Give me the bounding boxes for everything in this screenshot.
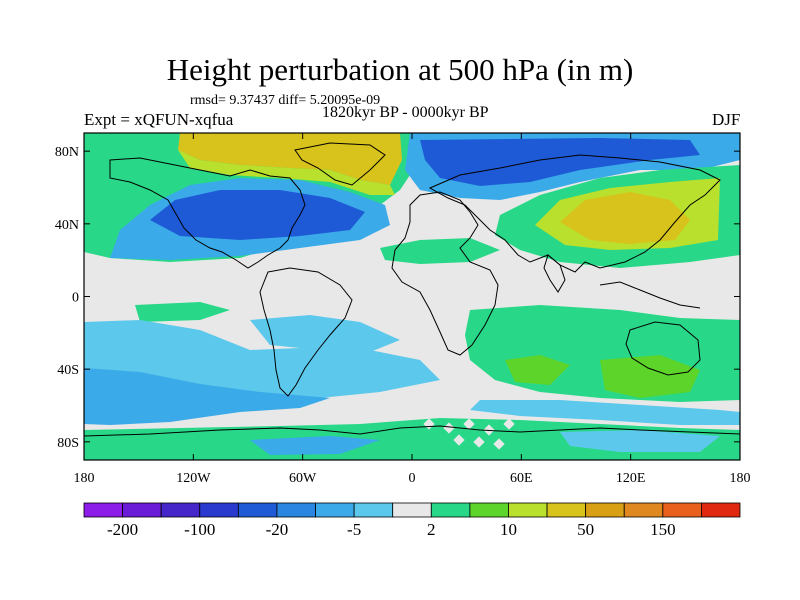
lat-tick-label: 40N	[55, 218, 79, 233]
colorbar-swatch	[276, 502, 316, 518]
lat-tick-label: 0	[72, 291, 79, 306]
anomaly-atlantic-green	[380, 238, 500, 264]
anomaly-south-pacific-core	[84, 368, 330, 425]
lon-tick-label: 180	[730, 471, 751, 486]
anomaly-greenland-positive	[178, 133, 402, 185]
anomaly-south-indian-negative	[470, 400, 740, 425]
colorbar-swatch	[199, 502, 239, 518]
plot-title: Height perturbation at 500 hPa (in m)	[166, 52, 634, 87]
anomaly-antarctic-positive	[84, 418, 740, 460]
lat-tick-label: 40S	[57, 363, 79, 378]
colorbar-swatch	[623, 502, 664, 518]
anomaly-south-atlantic-negative	[250, 315, 400, 352]
coastlines	[84, 142, 740, 437]
coast-south-america	[259, 267, 353, 397]
anomaly-tropical-green	[135, 302, 230, 322]
coast-north-america	[109, 157, 306, 269]
lon-tick-label: 120W	[176, 471, 211, 486]
colorbar-swatch	[392, 502, 432, 518]
anomaly-north-america-core	[150, 190, 365, 240]
lon-tick-label: 60W	[289, 471, 317, 486]
coast-eurasia	[428, 154, 721, 273]
antarctic-speckle	[423, 418, 515, 450]
season-label: DJF	[712, 110, 741, 129]
lon-tick-label: 120E	[616, 471, 646, 486]
colorbar: -200 -100 -20 -5 2 10 50 150	[83, 502, 741, 539]
anomaly-asia-positive	[560, 192, 690, 244]
anomaly-field	[84, 133, 740, 460]
colorbar-swatch	[701, 502, 741, 518]
lat-tick-label: 80N	[55, 145, 79, 160]
lon-tick-label: 0	[409, 471, 416, 486]
lon-tick-label: 180	[74, 471, 95, 486]
colorbar-swatch	[160, 502, 201, 518]
lat-tick-label: 80S	[57, 436, 79, 451]
experiment-label: Expt = xQFUN-xqfua	[84, 110, 234, 129]
anomaly-australia-positive	[600, 355, 700, 398]
colorbar-swatch	[430, 502, 471, 518]
colorbar-label: -100	[184, 520, 215, 539]
colorbar-label: 150	[650, 520, 676, 539]
lon-tick-label: 60E	[510, 471, 533, 486]
coast-europe-africa	[391, 191, 499, 356]
colorbar-label: 50	[577, 520, 594, 539]
colorbar-swatch	[237, 502, 278, 518]
coast-se-asia	[599, 281, 701, 309]
longitude-axis: 180 120W 60W 0 60E 120E 180	[74, 133, 751, 486]
colorbar-swatch	[83, 502, 123, 518]
stats-text: rmsd= 9.37437 diff= 5.20095e-09	[190, 93, 381, 108]
colorbar-label: -5	[347, 520, 361, 539]
colorbar-label: 2	[427, 520, 436, 539]
coast-greenland	[294, 142, 386, 186]
anomaly-antarctic-negative	[250, 436, 380, 455]
colorbar-swatch	[315, 502, 355, 518]
coast-antarctica	[84, 425, 740, 437]
colorbar-swatch	[122, 502, 162, 518]
period-text: 1820kyr BP - 0000kyr BP	[322, 104, 489, 121]
latitude-axis: 80N 40N 0 40S 80S	[55, 145, 740, 451]
colorbar-label: 10	[500, 520, 517, 539]
anomaly-eurasia-core	[420, 138, 700, 186]
anomaly-east-antarctic-negative	[560, 430, 720, 452]
coast-australia	[625, 321, 701, 376]
colorbar-swatch	[508, 502, 548, 518]
colorbar-label: -20	[266, 520, 289, 539]
colorbar-swatch	[585, 502, 625, 518]
colorbar-label: -200	[107, 520, 138, 539]
anomaly-greenland-light	[178, 150, 395, 195]
colorbar-swatch	[353, 502, 394, 518]
anomaly-south-atlantic-core	[505, 355, 570, 385]
colorbar-swatch	[546, 502, 587, 518]
colorbar-swatch	[469, 502, 509, 518]
coast-india	[543, 254, 566, 293]
colorbar-swatch	[662, 502, 702, 518]
